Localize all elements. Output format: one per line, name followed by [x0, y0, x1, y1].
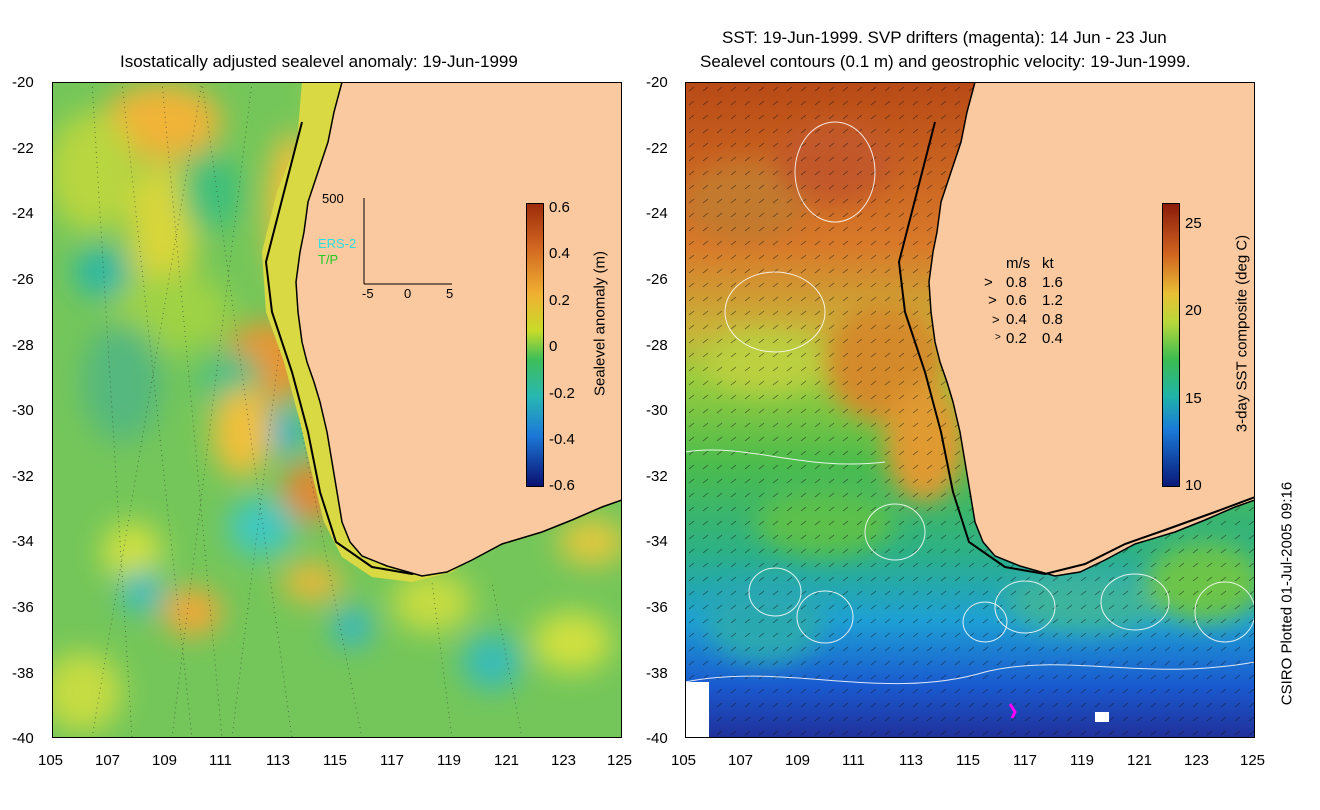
left-lat-label: -36: [12, 599, 34, 616]
left-lon-label: 115: [323, 752, 347, 769]
left-lon-label: 107: [95, 752, 121, 769]
velocity-key-header-kt: kt: [1042, 255, 1054, 272]
left-lon-label: 125: [607, 752, 633, 769]
right-lon-label: 111: [842, 752, 865, 769]
left-colorbar-tick: 0.6: [549, 199, 570, 216]
velocity-key-arrow-icon: >: [992, 312, 1000, 327]
left-colorbar-tick: -0.2: [549, 385, 575, 402]
velocity-key-ms: 0.6: [1006, 292, 1027, 309]
right-lon-label: 109: [785, 752, 811, 769]
right-colorbar-label: 3-day SST composite (deg C): [1233, 234, 1251, 433]
velocity-key-kt: 0.4: [1042, 330, 1063, 347]
right-map: [685, 82, 1255, 738]
left-australia-land: [295, 82, 622, 577]
inset-x-label: -5: [362, 286, 374, 301]
right-lon-label: 113: [899, 752, 923, 769]
velocity-key-arrow-icon: >: [995, 332, 1001, 343]
left-lon-label: 123: [551, 752, 577, 769]
left-lat-label: -30: [12, 402, 34, 419]
right-lon-label: 121: [1127, 752, 1153, 769]
left-map-title: Isostatically adjusted sealevel anomaly:…: [120, 52, 518, 71]
left-lat-label: -22: [12, 140, 34, 157]
left-lon-label: 109: [152, 752, 178, 769]
right-lon-label: 115: [956, 752, 980, 769]
right-lat-label: -24: [646, 205, 668, 222]
left-colorbar-tick: -0.6: [549, 477, 575, 494]
right-colorbar-tick: 10: [1185, 477, 1202, 494]
left-colorbar-tick: 0: [549, 338, 558, 355]
left-colorbar-label: Sealevel anomaly (m): [591, 250, 609, 397]
velocity-key-kt: 0.8: [1042, 311, 1063, 328]
velocity-key-arrow-icon: >: [984, 274, 993, 291]
inset-legend-ers: ERS-2: [318, 236, 357, 251]
right-lon-label: 125: [1240, 752, 1266, 769]
right-lat-label: -20: [646, 74, 668, 91]
right-lat-label: -36: [646, 599, 668, 616]
plot-credit: CSIRO Plotted 01-Jul-2005 09:16: [1278, 481, 1296, 706]
right-lon-label: 123: [1184, 752, 1210, 769]
velocity-key-ms: 0.4: [1006, 311, 1027, 328]
left-lat-label: -32: [12, 468, 34, 485]
left-lon-label: 113: [266, 752, 290, 769]
left-lat-label: -26: [12, 271, 34, 288]
velocity-key-arrow-icon: >: [988, 292, 997, 309]
inset-x-label: 5: [446, 286, 454, 301]
inset-x-label: 0: [404, 286, 412, 301]
right-map-title-line1: SST: 19-Jun-1999. SVP drifters (magenta)…: [722, 28, 1167, 47]
right-lat-label: -40: [646, 730, 668, 747]
right-sealevel-contours: [685, 121, 1255, 685]
right-lat-label: -32: [646, 468, 668, 485]
velocity-key-ms: 0.8: [1006, 274, 1027, 291]
left-colorbar-tick: -0.4: [549, 431, 575, 448]
right-colorbar-tick: 25: [1185, 215, 1202, 232]
inset-axes: [363, 198, 452, 285]
right-colorbar-tick: 15: [1185, 390, 1202, 407]
left-lat-label: -20: [12, 74, 34, 91]
left-lat-label: -28: [12, 337, 34, 354]
left-colorbar-tick: 0.2: [549, 292, 570, 309]
left-lon-label: 121: [494, 752, 520, 769]
right-lat-label: -22: [646, 140, 668, 157]
right-drifter-track: [1008, 703, 1017, 719]
right-colorbar-tick: 20: [1185, 302, 1202, 319]
right-lon-label: 119: [1070, 752, 1094, 769]
velocity-key-ms: 0.2: [1006, 330, 1027, 347]
right-lon-label: 107: [728, 752, 754, 769]
right-lat-label: -34: [646, 533, 668, 550]
right-lat-label: -28: [646, 337, 668, 354]
left-lat-label: -24: [12, 205, 34, 222]
left-lon-label: 105: [38, 752, 64, 769]
velocity-key-kt: 1.2: [1042, 292, 1063, 309]
right-lat-label: -26: [646, 271, 668, 288]
left-lon-label: 111: [209, 752, 232, 769]
right-isobath-line: [897, 121, 1255, 576]
right-lon-label: 105: [671, 752, 697, 769]
left-lon-label: 117: [380, 752, 404, 769]
right-colorbar: [1162, 203, 1180, 487]
left-lon-label: 119: [437, 752, 461, 769]
right-lon-label: 117: [1013, 752, 1037, 769]
velocity-key-kt: 1.6: [1042, 274, 1063, 291]
left-lat-label: -38: [12, 665, 34, 682]
velocity-key-header-ms: m/s: [1006, 255, 1031, 272]
left-lat-label: -40: [12, 730, 34, 747]
right-lat-label: -30: [646, 402, 668, 419]
right-lat-label: -38: [646, 665, 668, 682]
right-australia-land: [928, 82, 1255, 577]
left-lat-label: -34: [12, 533, 34, 550]
inset-legend-tp: T/P: [318, 252, 339, 267]
left-colorbar: [526, 203, 544, 487]
right-map-title-line2: Sealevel contours (0.1 m) and geostrophi…: [700, 52, 1191, 71]
left-colorbar-tick: 0.4: [549, 245, 570, 262]
right-cloud-gaps: [685, 682, 1109, 738]
inset-y-max-label: 500: [322, 191, 344, 206]
